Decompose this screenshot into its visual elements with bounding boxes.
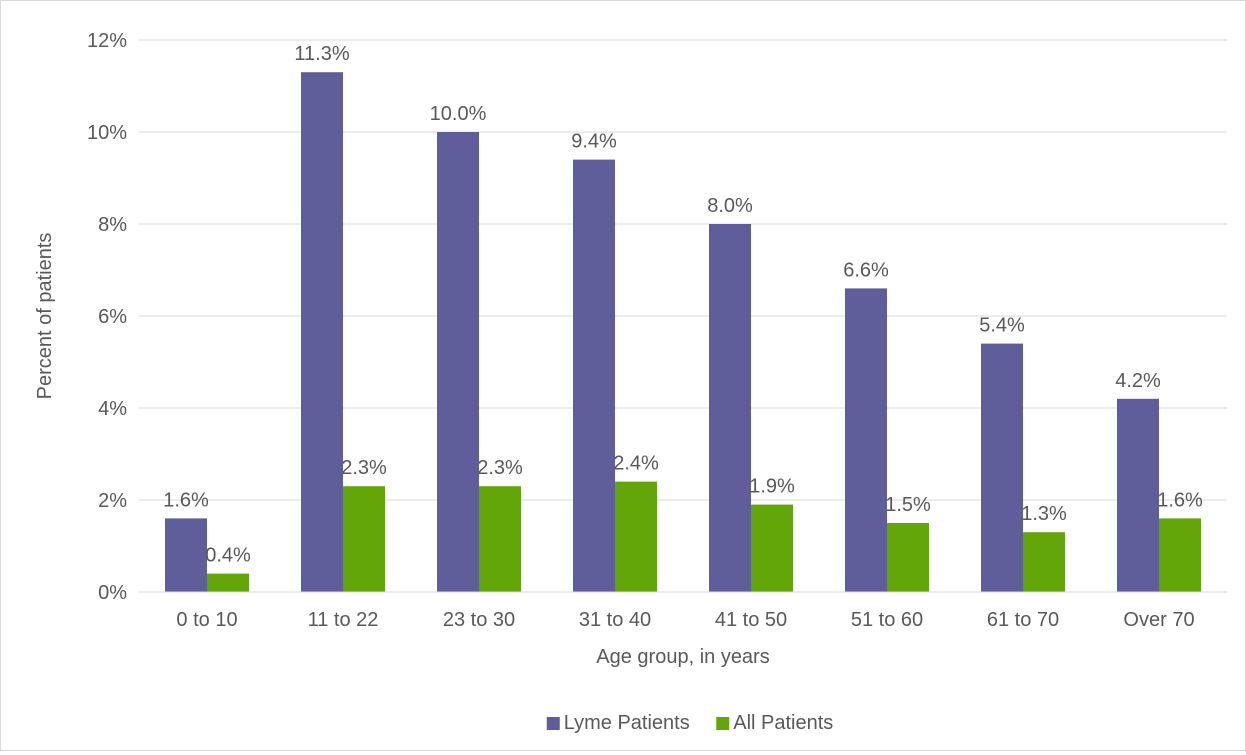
- bar: [845, 288, 887, 592]
- data-label: 4.2%: [1115, 370, 1161, 392]
- data-label: 11.3%: [294, 43, 349, 65]
- data-label: 0.4%: [205, 545, 251, 567]
- bar: [981, 343, 1023, 592]
- bar: [887, 523, 929, 592]
- data-label: 1.6%: [1157, 489, 1203, 511]
- bar: [615, 481, 657, 592]
- data-label: 1.6%: [163, 489, 209, 511]
- bar: [573, 159, 615, 592]
- x-tick-label: 11 to 22: [308, 609, 379, 631]
- y-tick-label: 6%: [98, 306, 127, 328]
- bar: [343, 486, 385, 592]
- x-tick-label: 41 to 50: [715, 609, 787, 631]
- data-label: 1.3%: [1021, 503, 1067, 525]
- legend-swatch: [546, 717, 560, 730]
- bar: [437, 132, 479, 592]
- y-tick-label: 12%: [87, 30, 127, 52]
- data-label: 1.5%: [885, 494, 931, 516]
- bar: [165, 518, 207, 592]
- y-axis-ticks: 0% 2% 4% 6% 8% 10% 12%: [87, 30, 127, 604]
- bar: [1159, 518, 1201, 592]
- data-label: 10.0%: [430, 103, 487, 125]
- data-label: 2.3%: [477, 457, 523, 479]
- y-axis-title: Percent of patients: [34, 233, 56, 400]
- data-label: 2.3%: [341, 457, 387, 479]
- data-label: 2.4%: [613, 453, 659, 475]
- bar: [1117, 398, 1159, 592]
- data-label: 1.9%: [749, 476, 795, 498]
- x-tick-label: Over 70: [1123, 609, 1194, 631]
- data-label: 8.0%: [707, 195, 753, 217]
- data-label: 6.6%: [843, 259, 889, 281]
- legend: Lyme Patients All Patients: [546, 712, 833, 734]
- bar: [301, 72, 343, 592]
- data-label: 9.4%: [571, 131, 617, 153]
- bar: [1023, 532, 1065, 592]
- x-axis-title: Age group, in years: [596, 646, 769, 668]
- legend-label: All Patients: [733, 712, 833, 734]
- y-tick-label: 0%: [98, 582, 127, 604]
- y-tick-label: 10%: [87, 122, 127, 144]
- bars: [165, 72, 1201, 592]
- bar: [709, 224, 751, 592]
- data-label: 5.4%: [979, 315, 1025, 337]
- x-tick-label: 51 to 60: [851, 609, 923, 631]
- x-tick-label: 0 to 10: [176, 609, 237, 631]
- legend-swatch: [716, 717, 730, 730]
- bar: [207, 573, 249, 592]
- legend-label: Lyme Patients: [564, 712, 690, 734]
- y-tick-label: 4%: [98, 398, 127, 420]
- x-axis-ticks: 0 to 10 11 to 22 23 to 30 31 to 40 41 to 50 5…: [176, 609, 1194, 631]
- x-tick-label: 23 to 30: [443, 609, 515, 631]
- bar: [751, 504, 793, 592]
- y-tick-label: 2%: [98, 490, 127, 512]
- y-tick-label: 8%: [98, 214, 127, 236]
- bar: [479, 486, 521, 592]
- x-tick-label: 31 to 40: [579, 609, 651, 631]
- data-labels: 1.6% 0.4% 11.3% 2.3% 10.0% 2.3% 9.4% 2.4% 8.0% 1.…: [163, 43, 1203, 566]
- x-tick-label: 61 to 70: [987, 609, 1059, 631]
